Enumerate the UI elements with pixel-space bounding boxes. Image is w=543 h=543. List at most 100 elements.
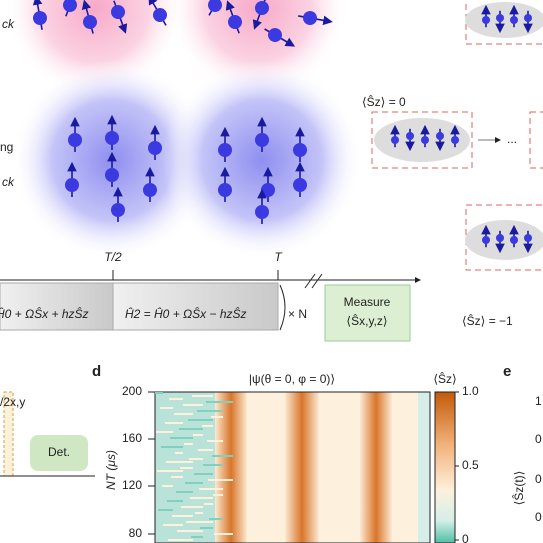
- heatmap-texture: [161, 446, 183, 448]
- panel-letter: e: [503, 363, 511, 380]
- spin: [218, 126, 232, 162]
- spin: [255, 188, 269, 224]
- spin-ball: [510, 16, 518, 24]
- spin-ball: [255, 205, 269, 219]
- heatmap-texture: [188, 419, 213, 421]
- heatmap-texture: [206, 401, 233, 403]
- heatmap-texture: [171, 476, 183, 478]
- heatmap-texture: [160, 407, 173, 409]
- spin-ball: [406, 132, 414, 140]
- heatmap-texture: [192, 395, 213, 397]
- spin-ball: [228, 15, 242, 29]
- spin-ball: [524, 14, 532, 22]
- heatmap-texture: [175, 452, 183, 454]
- spin: [208, 0, 226, 16]
- spin-ball: [68, 133, 82, 147]
- spin: [495, 10, 505, 34]
- heatmap-texture: [157, 470, 183, 472]
- spin: [405, 128, 415, 152]
- tick-label: T: [274, 250, 283, 264]
- label: Det.: [48, 445, 70, 459]
- spin: [32, 0, 47, 30]
- spin-ball: [496, 14, 504, 22]
- label: /2x,y: [0, 395, 25, 409]
- spin: [68, 116, 82, 152]
- spin: [81, 0, 97, 34]
- heatmap-texture: [200, 527, 213, 529]
- heatmap-texture: [203, 464, 223, 466]
- heatmap-texture: [174, 413, 193, 415]
- spin-ball: [111, 5, 125, 19]
- heatmap-texture: [212, 455, 233, 457]
- panel-letter: d: [92, 363, 101, 380]
- heatmap-texture: [155, 392, 163, 394]
- heatmap-texture: [209, 518, 223, 520]
- spin: [148, 0, 167, 26]
- spin: [481, 224, 491, 248]
- spin-ball: [105, 168, 119, 182]
- colorbar-tick-label: 0.5: [462, 458, 479, 472]
- heatmap-texture: [165, 422, 183, 424]
- spin-ball: [524, 234, 532, 242]
- spin: [225, 0, 242, 34]
- y-tick-label: 0: [535, 432, 542, 446]
- label: ⟨Ŝz⟩ = −1: [462, 313, 513, 328]
- heatmap-texture: [197, 410, 223, 412]
- heatmap-texture: [204, 503, 213, 505]
- heatmap-texture: [199, 488, 223, 490]
- heatmap-texture: [193, 434, 203, 436]
- heatmap-texture: [162, 485, 173, 487]
- label: Measure: [344, 295, 391, 309]
- spin: [509, 224, 519, 248]
- label: ck: [2, 175, 15, 189]
- spin: [255, 116, 269, 152]
- heatmap-texture: [181, 506, 203, 508]
- heatmap-texture: [194, 473, 213, 475]
- spin-ball: [436, 132, 444, 140]
- y-tick-label: 0: [535, 472, 542, 486]
- spin: [481, 4, 491, 28]
- spin-ball: [65, 178, 79, 192]
- y-tick-label: 0: [535, 510, 542, 524]
- label: ng: [0, 140, 13, 154]
- heatmap-texture: [158, 509, 173, 511]
- heatmap-texture: [214, 533, 233, 535]
- spin: [148, 124, 162, 160]
- axis-label: ⟨Ŝz(t)⟩: [511, 471, 526, 506]
- heatmap-texture: [184, 443, 193, 445]
- spin: [523, 230, 533, 254]
- spin: [111, 186, 125, 222]
- spin: [450, 124, 460, 148]
- spin: [420, 124, 430, 148]
- heatmap-texture: [183, 404, 203, 406]
- heatmap-texture: [168, 539, 193, 541]
- spin-ball: [482, 16, 490, 24]
- spin-ball: [83, 15, 97, 29]
- spin-ball: [482, 236, 490, 244]
- heatmap-texture: [211, 416, 223, 418]
- heatmap-texture: [186, 521, 213, 523]
- spin-ball: [293, 143, 307, 157]
- spin: [293, 126, 307, 162]
- colorbar-label: ⟨Ŝz⟩: [433, 371, 456, 386]
- spin-ball: [218, 183, 232, 197]
- heatmap-texture: [213, 494, 223, 496]
- spin-ball: [510, 236, 518, 244]
- hamiltonian: Ĥ2 = Ĥ0 + ΩŜx − hzŜz: [125, 306, 247, 321]
- spin-ball: [143, 183, 157, 197]
- heatmap-texture: [176, 491, 193, 493]
- heatmap-texture: [189, 458, 203, 460]
- heatmap-texture: [185, 482, 203, 484]
- heatmap-texture: [170, 437, 193, 439]
- spin-ball: [148, 141, 162, 155]
- y-tick-label: 1: [535, 394, 542, 408]
- label: ...: [507, 132, 517, 146]
- colorbar-tick-label: 0: [462, 532, 469, 543]
- heatmap-texture: [190, 497, 213, 499]
- heatmap-texture: [198, 449, 213, 451]
- spin: [509, 4, 519, 28]
- spin: [298, 11, 333, 26]
- spin: [252, 0, 269, 30]
